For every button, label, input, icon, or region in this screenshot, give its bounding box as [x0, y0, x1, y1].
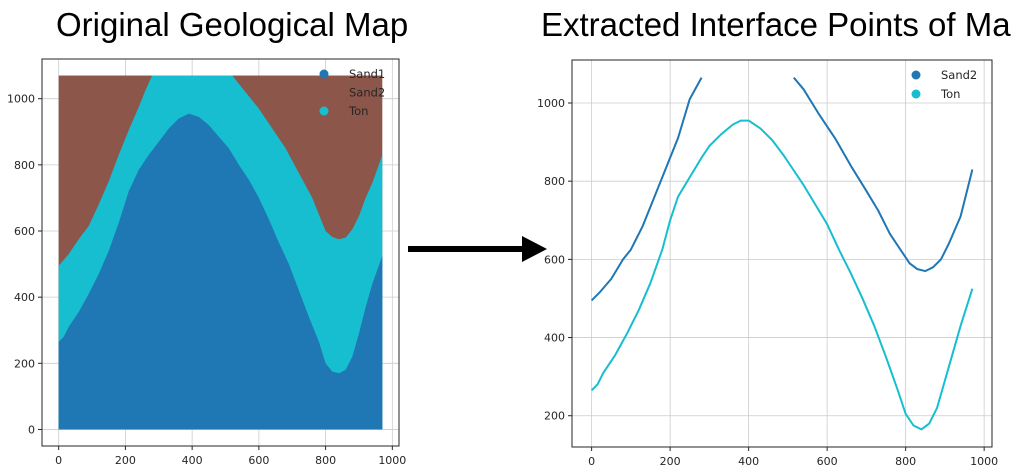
y-tick-label: 800: [14, 159, 35, 172]
x-tick-label: 0: [55, 454, 62, 467]
arrow-icon: [408, 236, 547, 262]
y-tick-label: 200: [544, 410, 565, 423]
sand1-layer: [58, 113, 383, 430]
legend-label: Sand1: [349, 67, 385, 81]
series-line-ton: [590, 119, 974, 431]
legend-label: Ton: [348, 104, 368, 118]
x-tick-label: 1000: [970, 455, 998, 468]
x-tick-label: 400: [738, 455, 759, 468]
series-line-sand2: [793, 76, 974, 273]
right-chart-title: Extracted Interface Points of Map: [541, 6, 1012, 43]
x-tick-label: 600: [817, 455, 838, 468]
legend-label: Sand2: [349, 86, 385, 100]
legend-marker: [911, 89, 921, 99]
y-tick-label: 400: [14, 291, 35, 304]
arrow-head: [522, 236, 547, 262]
y-tick-label: 600: [544, 253, 565, 266]
y-tick-label: 200: [14, 357, 35, 370]
left-chart-title: Original Geological Map: [56, 6, 409, 43]
legend-marker: [911, 70, 921, 80]
interface-points-chart: 0 200 400 600 800 1000 200 400 600 800 1000 Sand2 To…: [537, 59, 998, 468]
legend-marker: [319, 88, 329, 97]
y-tick-label: 0: [28, 423, 35, 436]
geological-map-chart: 0 200 400 600 800 1000 0 200 400 600 800 1000 Sand1 S…: [7, 58, 406, 467]
x-tick-label: 400: [182, 454, 203, 467]
y-tick-label: 1000: [537, 97, 565, 110]
x-tick-label: 200: [660, 455, 681, 468]
x-tick-label: 600: [248, 454, 269, 467]
y-tick-label: 1000: [7, 93, 35, 106]
y-tick-label: 600: [14, 225, 35, 238]
y-tick-label: 800: [544, 175, 565, 188]
series-line-sand2: [590, 77, 703, 302]
x-tick-label: 800: [895, 455, 916, 468]
legend-label: Ton: [940, 87, 960, 101]
axes-frame: [41, 58, 400, 447]
axes-frame: [571, 59, 993, 448]
legend-marker: [319, 106, 329, 116]
x-tick-label: 1000: [378, 454, 406, 467]
y-tick-label: 400: [544, 332, 565, 345]
x-tick-label: 200: [115, 454, 136, 467]
x-tick-label: 0: [588, 455, 595, 468]
legend-marker: [319, 69, 329, 79]
legend-label: Sand2: [941, 68, 977, 82]
x-tick-label: 800: [315, 454, 336, 467]
